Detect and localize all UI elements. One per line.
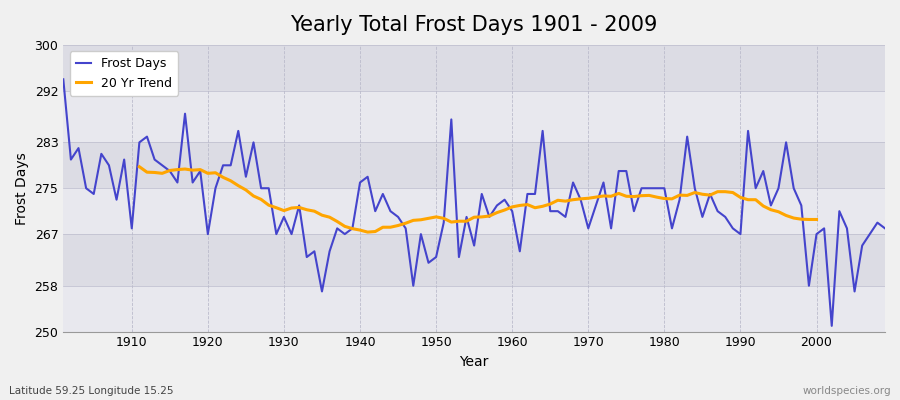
20 Yr Trend xyxy=(811,217,822,222)
20 Yr Trend xyxy=(362,230,373,234)
Line: 20 Yr Trend: 20 Yr Trend xyxy=(140,167,816,232)
20 Yr Trend xyxy=(339,224,350,229)
Bar xyxy=(63,142,885,188)
Bar xyxy=(63,188,885,234)
20 Yr Trend xyxy=(705,193,716,198)
Bar xyxy=(63,91,885,142)
20 Yr Trend xyxy=(613,191,624,196)
20 Yr Trend xyxy=(134,164,145,169)
Bar xyxy=(63,286,885,332)
Frost Days xyxy=(119,157,130,162)
Frost Days xyxy=(500,197,510,202)
Bar xyxy=(63,234,885,286)
Legend: Frost Days, 20 Yr Trend: Frost Days, 20 Yr Trend xyxy=(69,51,178,96)
20 Yr Trend xyxy=(788,216,799,220)
Title: Yearly Total Frost Days 1901 - 2009: Yearly Total Frost Days 1901 - 2009 xyxy=(291,15,658,35)
Frost Days xyxy=(879,226,890,231)
Frost Days xyxy=(286,232,297,236)
Line: Frost Days: Frost Days xyxy=(63,79,885,326)
Frost Days xyxy=(826,324,837,328)
Text: Latitude 59.25 Longitude 15.25: Latitude 59.25 Longitude 15.25 xyxy=(9,386,174,396)
20 Yr Trend xyxy=(225,178,236,183)
Frost Days xyxy=(598,180,609,185)
Frost Days xyxy=(58,77,68,82)
Frost Days xyxy=(332,226,343,231)
20 Yr Trend xyxy=(720,189,731,194)
Y-axis label: Frost Days: Frost Days xyxy=(15,152,29,225)
X-axis label: Year: Year xyxy=(460,355,489,369)
Frost Days xyxy=(507,209,517,214)
Bar xyxy=(63,45,885,91)
Text: worldspecies.org: worldspecies.org xyxy=(803,386,891,396)
